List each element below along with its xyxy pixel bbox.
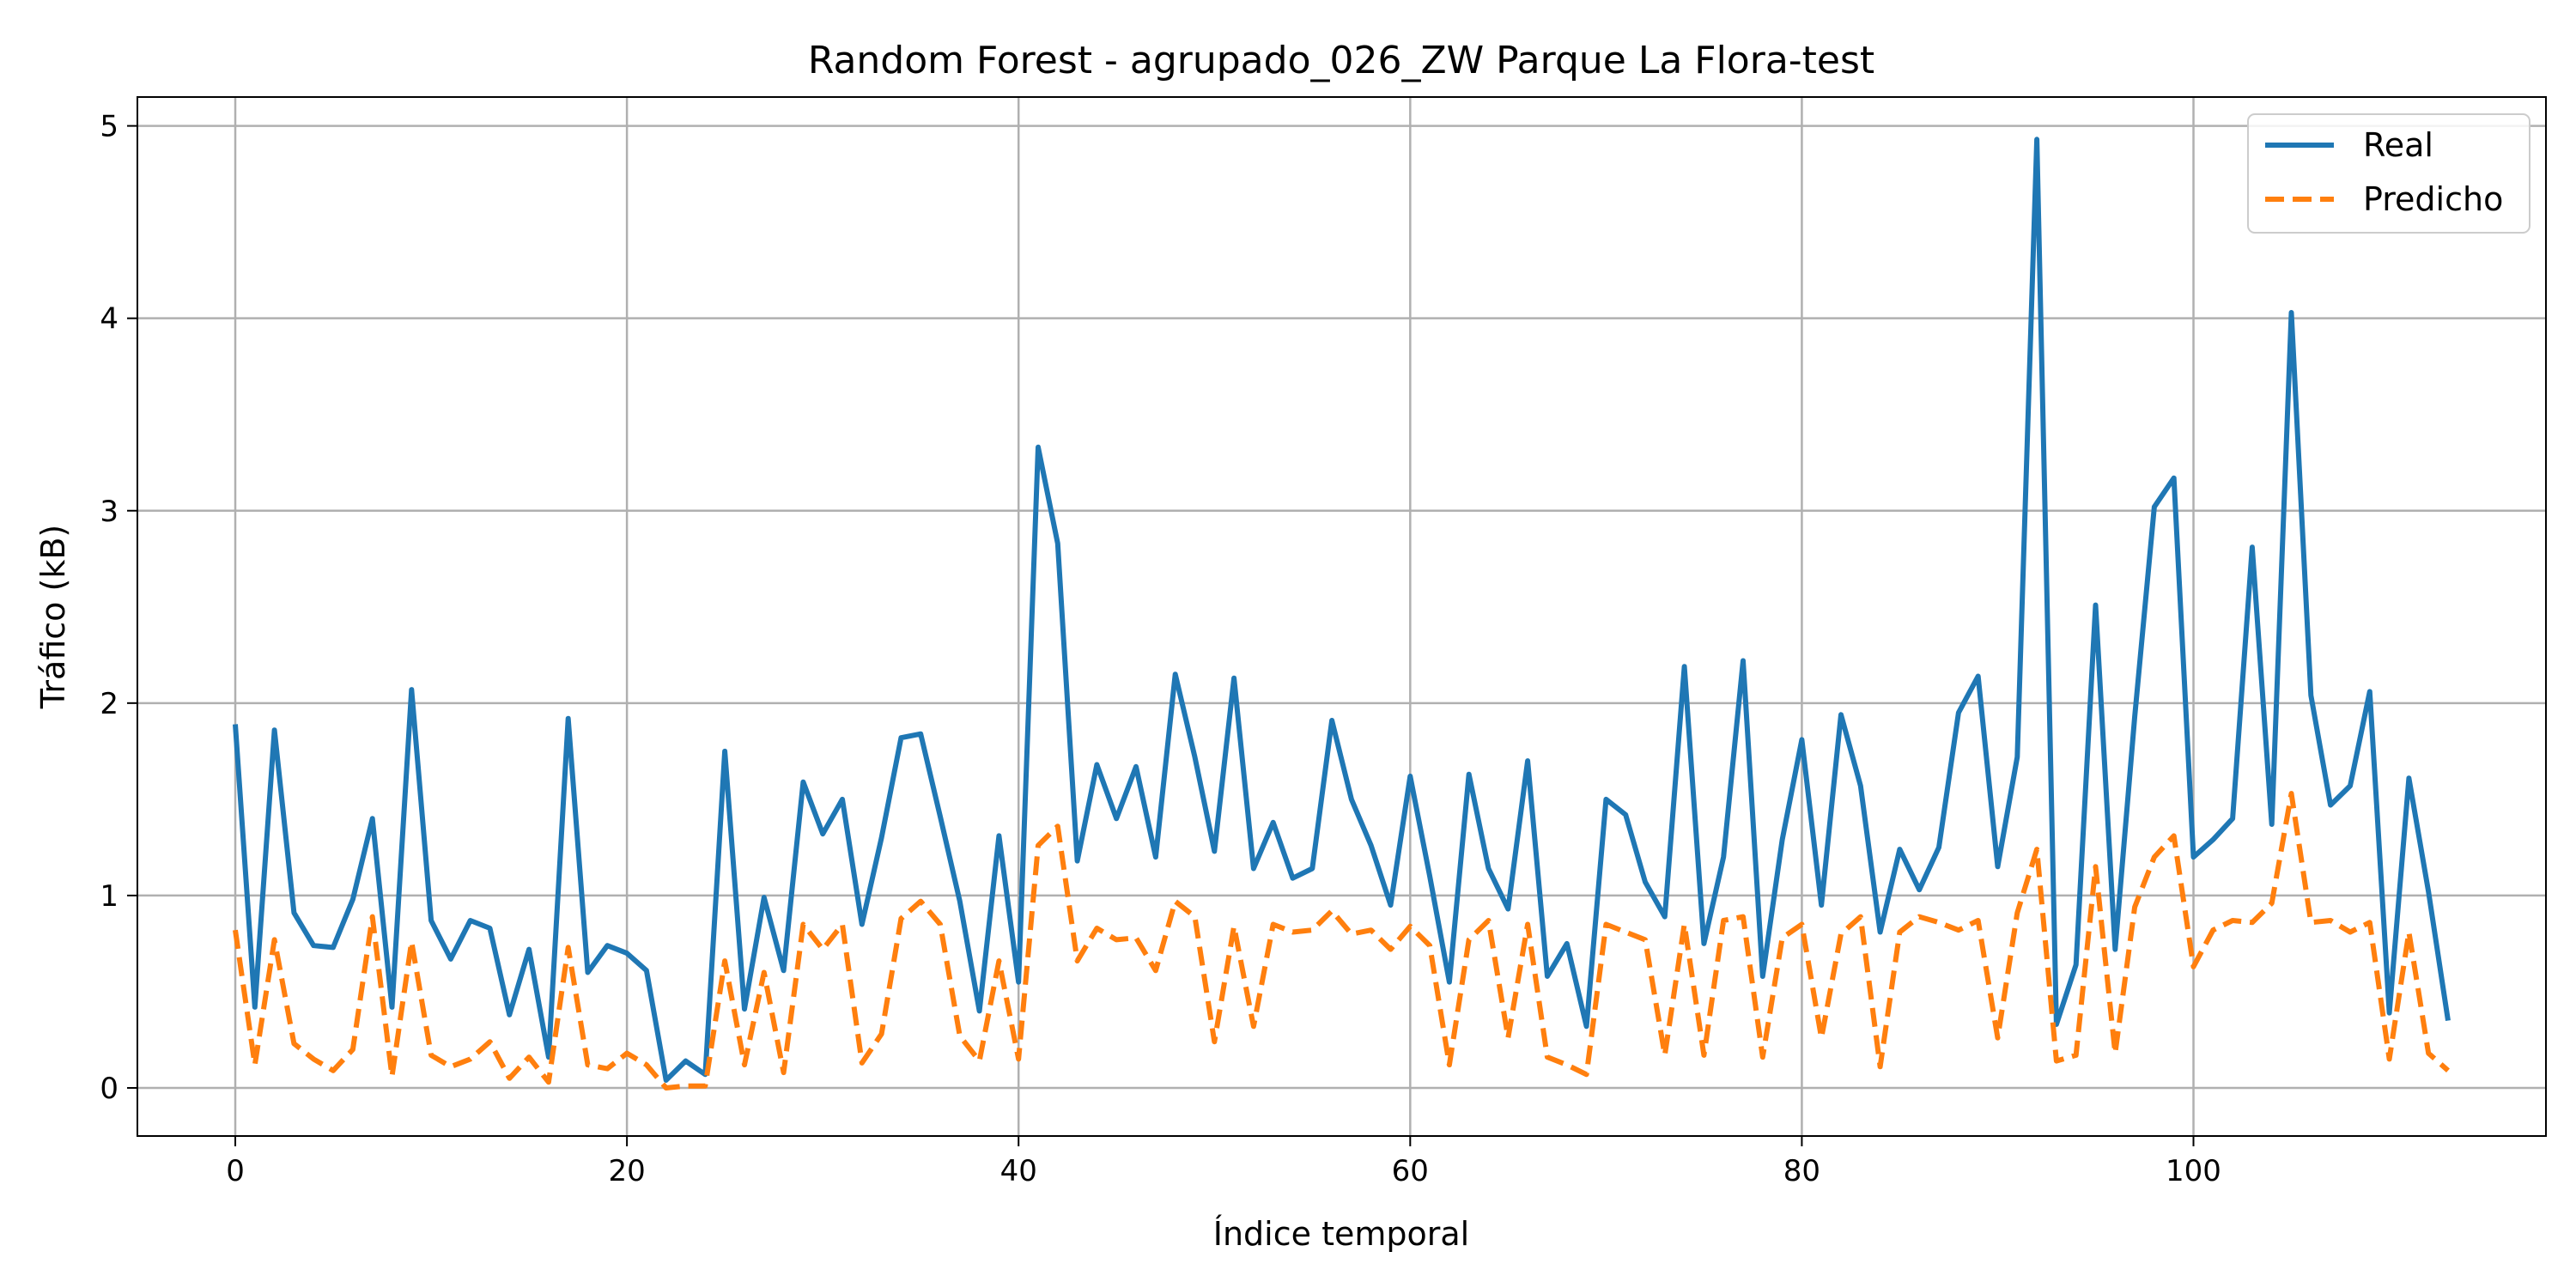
x-tick-label: 40 bbox=[1000, 1154, 1037, 1188]
x-tick-label: 60 bbox=[1392, 1154, 1429, 1188]
y-tick-label: 2 bbox=[100, 687, 118, 721]
series-line-predicho bbox=[233, 791, 2450, 1091]
series-line-real bbox=[233, 137, 2451, 1083]
chart-title: Random Forest - agrupado_026_ZW Parque L… bbox=[808, 39, 1874, 82]
x-tick-label: 20 bbox=[608, 1154, 645, 1188]
plot-frame bbox=[137, 96, 2547, 1137]
y-axis-label: Tráfico (kB) bbox=[34, 525, 72, 709]
y-tick-label: 0 bbox=[100, 1072, 118, 1106]
legend-label-predicho: Predicho bbox=[2363, 180, 2503, 218]
series-layer bbox=[233, 137, 2451, 1091]
legend-label-real: Real bbox=[2363, 126, 2433, 164]
x-tick-label: 100 bbox=[2166, 1154, 2221, 1188]
y-axis: 0 1 2 3 4 5 bbox=[100, 110, 137, 1106]
y-tick-label: 3 bbox=[100, 495, 118, 529]
x-axis-label: Índice temporal bbox=[1213, 1215, 1469, 1253]
y-tick-label: 1 bbox=[100, 879, 118, 914]
grid bbox=[137, 97, 2546, 1136]
y-tick-label: 5 bbox=[100, 110, 118, 144]
legend: Real Predicho bbox=[2247, 113, 2530, 234]
x-tick-label: 80 bbox=[1783, 1154, 1820, 1188]
x-axis: 0 20 40 60 80 100 bbox=[226, 1136, 2221, 1188]
x-tick-label: 0 bbox=[226, 1154, 245, 1188]
y-tick-label: 4 bbox=[100, 302, 118, 337]
